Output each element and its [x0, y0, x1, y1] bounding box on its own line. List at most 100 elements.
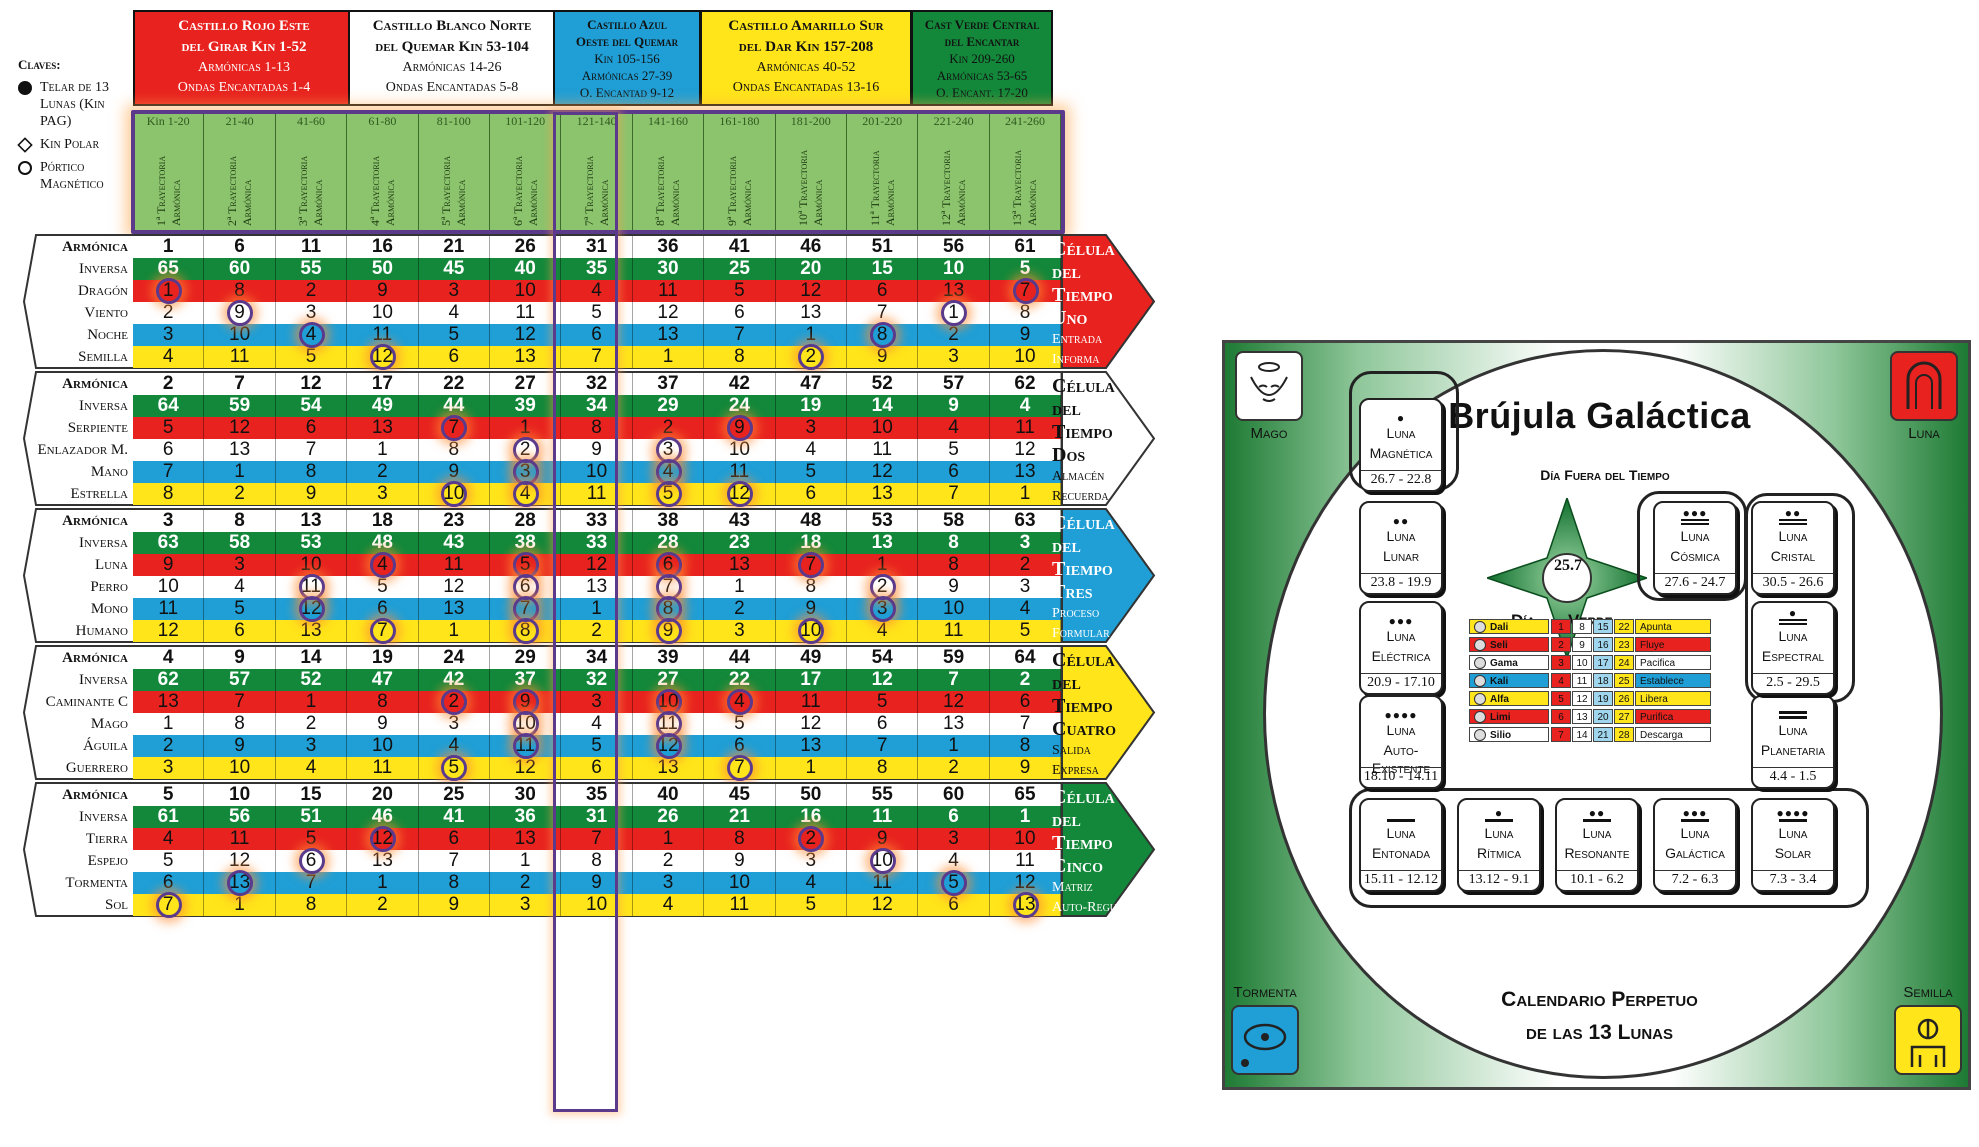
kin-cell[interactable]: 13 [490, 346, 562, 368]
kin-cell[interactable]: 1 [632, 828, 705, 850]
kin-cell[interactable]: 8 [204, 510, 276, 532]
kin-cell[interactable]: 2 [133, 302, 205, 324]
kin-cell[interactable]: 1 [418, 620, 490, 642]
kin-cell[interactable]: 37 [490, 669, 562, 691]
kin-cell[interactable]: 12 [418, 576, 490, 598]
kin-cell[interactable]: 12 [775, 713, 847, 735]
kin-cell[interactable]: 3 [918, 346, 990, 368]
kin-cell[interactable]: 4 [989, 598, 1062, 620]
kin-cell[interactable]: 4 [418, 735, 490, 757]
kin-cell[interactable]: 10 [918, 258, 990, 280]
moon-card[interactable]: ● Luna Magnética 26.7 - 22.8 [1359, 398, 1443, 492]
kin-cell[interactable]: 2 [989, 669, 1062, 691]
kin-cell[interactable]: 8 [204, 713, 276, 735]
kin-cell[interactable]: 3 [775, 850, 847, 872]
kin-cell[interactable]: 3 [989, 532, 1062, 554]
kin-cell[interactable]: 10 [275, 554, 348, 576]
kin-cell[interactable]: 2 [490, 872, 562, 894]
kin-cell[interactable]: 54 [275, 395, 348, 417]
kin-cell[interactable]: 10 [133, 576, 205, 598]
kin-cell[interactable]: 6 [418, 828, 490, 850]
kin-cell[interactable]: 30 [632, 258, 705, 280]
kin-cell[interactable]: 6 [847, 280, 919, 302]
kin-cell[interactable]: 11 [989, 850, 1062, 872]
kin-cell[interactable]: 2 [632, 850, 705, 872]
kin-cell[interactable]: 7 [204, 691, 276, 713]
kin-cell[interactable]: 8 [704, 828, 776, 850]
moon-card[interactable]: ●●●● Luna Solar 7.3 - 3.4 [1751, 798, 1835, 892]
kin-cell[interactable]: 10 [918, 598, 990, 620]
moon-card[interactable]: ●● Luna Resonante 10.1 - 6.2 [1555, 798, 1639, 892]
kin-cell[interactable]: 9 [989, 757, 1062, 779]
kin-cell[interactable]: 41 [418, 806, 490, 828]
kin-cell[interactable]: 47 [347, 669, 419, 691]
kin-cell[interactable]: 8 [989, 735, 1062, 757]
kin-cell[interactable]: 7 [847, 302, 919, 324]
kin-cell[interactable]: 12 [989, 872, 1062, 894]
kin-cell[interactable]: 4 [918, 850, 990, 872]
kin-cell[interactable]: 4 [133, 828, 205, 850]
kin-cell[interactable]: 8 [561, 850, 633, 872]
kin-cell[interactable]: 8 [275, 894, 348, 916]
kin-cell[interactable]: 4 [204, 576, 276, 598]
kin-cell[interactable]: 6 [418, 346, 490, 368]
kin-cell[interactable]: 11 [847, 872, 919, 894]
kin-cell[interactable]: 12 [561, 554, 633, 576]
kin-cell[interactable]: 13 [204, 439, 276, 461]
kin-cell[interactable]: 7 [418, 850, 490, 872]
kin-cell[interactable]: 51 [847, 236, 919, 258]
moon-card[interactable]: Luna Entonada 15.11 - 12.12 [1359, 798, 1443, 892]
kin-cell[interactable]: 55 [275, 258, 348, 280]
kin-cell[interactable]: 5 [775, 461, 847, 483]
kin-cell[interactable]: 13 [918, 713, 990, 735]
moon-card[interactable]: ● Luna Rítmica 13.12 - 9.1 [1457, 798, 1541, 892]
kin-cell[interactable]: 1 [847, 554, 919, 576]
kin-cell[interactable]: 59 [204, 395, 276, 417]
kin-cell[interactable]: 44 [704, 647, 776, 669]
kin-cell[interactable]: 1 [775, 757, 847, 779]
kin-cell[interactable]: 32 [561, 373, 633, 395]
kin-cell[interactable]: 1 [989, 483, 1062, 505]
kin-cell[interactable]: 5 [704, 713, 776, 735]
kin-cell[interactable]: 14 [847, 395, 919, 417]
kin-cell[interactable]: 9 [775, 598, 847, 620]
kin-cell[interactable]: 9 [704, 850, 776, 872]
kin-cell[interactable]: 34 [561, 647, 633, 669]
kin-cell[interactable]: 10 [490, 280, 562, 302]
kin-cell[interactable]: 3 [133, 757, 205, 779]
kin-cell[interactable]: 11 [918, 620, 990, 642]
kin-cell[interactable]: 51 [275, 806, 348, 828]
kin-cell[interactable]: 10 [204, 324, 276, 346]
kin-cell[interactable]: 11 [204, 346, 276, 368]
kin-cell[interactable]: 49 [347, 395, 419, 417]
kin-cell[interactable]: 3 [704, 620, 776, 642]
kin-cell[interactable]: 48 [775, 510, 847, 532]
kin-cell[interactable]: 13 [347, 850, 419, 872]
kin-cell[interactable]: 5 [418, 324, 490, 346]
kin-cell[interactable]: 2 [704, 598, 776, 620]
kin-cell[interactable]: 60 [204, 258, 276, 280]
kin-cell[interactable]: 13 [918, 280, 990, 302]
kin-cell[interactable]: 9 [989, 324, 1062, 346]
kin-cell[interactable]: 5 [989, 258, 1062, 280]
kin-cell[interactable]: 49 [775, 647, 847, 669]
kin-cell[interactable]: 10 [989, 346, 1062, 368]
kin-cell[interactable]: 7 [133, 461, 205, 483]
kin-cell[interactable]: 9 [561, 439, 633, 461]
kin-cell[interactable]: 53 [847, 510, 919, 532]
kin-cell[interactable]: 9 [275, 483, 348, 505]
kin-cell[interactable]: 8 [704, 346, 776, 368]
kin-cell[interactable]: 10 [204, 784, 276, 806]
kin-cell[interactable]: 63 [133, 532, 205, 554]
moon-card[interactable]: ●●●● Luna Auto-Existente 18.10 - 14.11 [1359, 695, 1443, 789]
kin-cell[interactable]: 2 [347, 461, 419, 483]
kin-cell[interactable]: 11 [275, 236, 348, 258]
kin-cell[interactable]: 9 [418, 461, 490, 483]
kin-cell[interactable]: 32 [561, 669, 633, 691]
kin-cell[interactable]: 36 [490, 806, 562, 828]
kin-cell[interactable]: 64 [989, 647, 1062, 669]
kin-cell[interactable]: 41 [704, 236, 776, 258]
kin-cell[interactable]: 2 [275, 280, 348, 302]
kin-cell[interactable]: 9 [561, 872, 633, 894]
kin-cell[interactable]: 1 [704, 576, 776, 598]
